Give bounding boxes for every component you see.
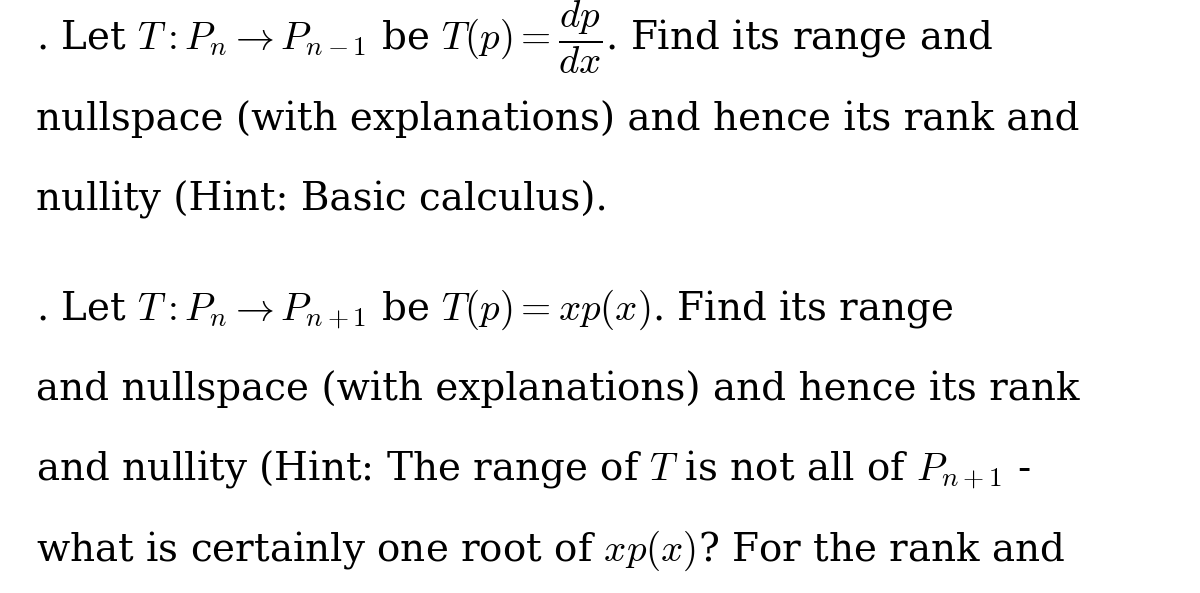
Text: what is certainly one root of $xp(x)$? For the rank and: what is certainly one root of $xp(x)$? F… [36,528,1066,572]
Text: . Let $T : P_n \rightarrow P_{n-1}$ be $T(p) = \dfrac{dp}{dx}$. Find its range a: . Let $T : P_n \rightarrow P_{n-1}$ be $… [36,0,994,76]
Text: nullspace (with explanations) and hence its rank and: nullspace (with explanations) and hence … [36,101,1080,138]
Text: nullity (Hint: Basic calculus).: nullity (Hint: Basic calculus). [36,181,607,219]
Text: and nullity (Hint: The range of $T$ is not all of $P_{n+1}$ -: and nullity (Hint: The range of $T$ is n… [36,448,1031,492]
Text: and nullspace (with explanations) and hence its rank: and nullspace (with explanations) and he… [36,371,1080,408]
Text: . Let $T : P_n \rightarrow P_{n+1}$ be $T(p) = xp(x)$. Find its range: . Let $T : P_n \rightarrow P_{n+1}$ be $… [36,288,954,332]
